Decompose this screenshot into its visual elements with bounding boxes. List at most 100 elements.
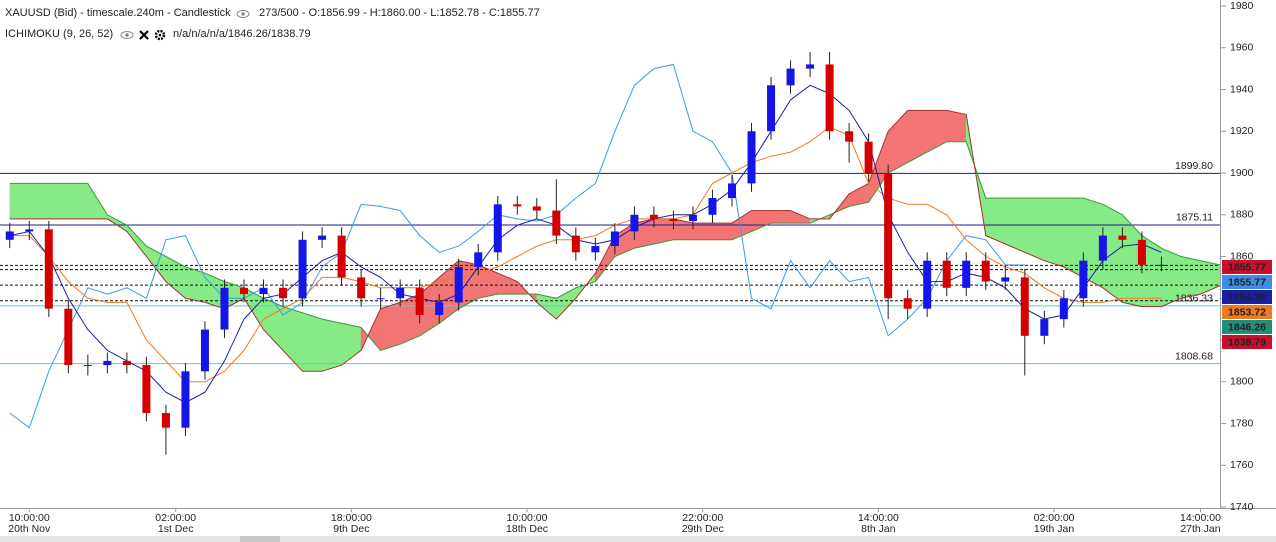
- level-label: 1875.11: [1176, 212, 1213, 224]
- candle-body: [44, 229, 53, 309]
- scrollbar-thumb[interactable]: [240, 536, 280, 542]
- candle-body: [864, 141, 873, 173]
- candle-body: [630, 214, 639, 232]
- candle-body: [552, 210, 561, 236]
- candle-body: [806, 64, 815, 69]
- span_a-line: [9, 141, 1220, 351]
- candle-body: [103, 360, 112, 366]
- candle-body: [845, 131, 854, 142]
- cloud-segment: [28, 183, 50, 220]
- candle-body: [767, 85, 776, 132]
- candle-body: [454, 266, 463, 303]
- candle-body: [571, 235, 580, 253]
- x-tick-date: 9th Dec: [333, 523, 369, 535]
- indicator-values: n/a/n/a/n/a/1846.26/1838.79: [173, 28, 311, 40]
- price-tag: [1222, 320, 1272, 334]
- candle-body: [1001, 277, 1010, 282]
- x-tick-date: 8th Jan: [861, 523, 896, 535]
- candle-body: [1137, 239, 1146, 265]
- candle-body: [688, 214, 697, 222]
- cloud-segment: [48, 183, 69, 220]
- x-tick-date: 18th Dec: [506, 523, 548, 535]
- close-icon[interactable]: [139, 30, 149, 40]
- candle-body: [376, 298, 385, 300]
- y-tick-label: 1880: [1230, 209, 1254, 221]
- candle-body: [747, 131, 756, 184]
- price-tag-label: 1854.38: [1228, 291, 1266, 303]
- ohlc-info: 273/500 - O:1856.99 - H:1860.00 - L:1852…: [259, 7, 540, 19]
- x-tick-date: 20th Nov: [8, 523, 51, 535]
- cloud-segment: [712, 222, 733, 241]
- y-tick-label: 1860: [1230, 250, 1254, 262]
- price-tag-label: 1855.77: [1228, 276, 1266, 288]
- candle-body: [415, 287, 424, 315]
- cloud-segment: [68, 183, 89, 220]
- candle-body: [357, 277, 366, 299]
- candle-body: [318, 235, 327, 240]
- level-label: 1808.68: [1175, 350, 1213, 362]
- eye-icon[interactable]: [120, 31, 134, 39]
- cloud-segment: [1024, 197, 1045, 262]
- candle-body: [591, 246, 600, 253]
- x-tick-label: 02:00:00: [1034, 512, 1075, 524]
- level-label: 1899.80: [1175, 160, 1213, 172]
- y-tick-label: 1940: [1230, 83, 1254, 95]
- candle-body: [981, 260, 990, 282]
- x-tick-date: 29th Dec: [682, 523, 724, 535]
- y-tick-label: 1780: [1230, 417, 1254, 429]
- candle-body: [962, 260, 971, 288]
- candle-body: [181, 371, 190, 428]
- y-tick-label: 1920: [1230, 125, 1254, 137]
- level-label: 1836.33: [1175, 293, 1213, 305]
- candle-body: [1118, 235, 1127, 240]
- price-tag-label: 1838.79: [1228, 336, 1266, 348]
- y-tick-label: 1980: [1230, 0, 1254, 12]
- y-tick-label: 1800: [1230, 376, 1254, 388]
- eye-icon[interactable]: [236, 10, 250, 18]
- x-tick-date: 19th Jan: [1034, 523, 1074, 535]
- candle-body: [396, 287, 405, 299]
- candle-body: [220, 287, 229, 330]
- cloud-segment: [9, 183, 30, 220]
- price-tag: [1222, 335, 1272, 349]
- x-tick-label: 18:00:00: [331, 512, 372, 524]
- cloud-segment: [1044, 197, 1065, 268]
- price-tag-label: 1853.72: [1228, 306, 1266, 318]
- candle-body: [142, 365, 151, 414]
- candle-body: [259, 287, 268, 295]
- price-tag: [1222, 260, 1272, 274]
- price-axis-panel: [1220, 0, 1276, 508]
- candle-body: [728, 183, 736, 199]
- candle-body: [200, 329, 209, 372]
- candle-body: [64, 308, 73, 366]
- price-tag-label: 1855.77: [1228, 261, 1266, 273]
- x-tick-date: 1st Dec: [158, 523, 194, 535]
- price-tag: [1222, 290, 1272, 304]
- candle-body: [122, 360, 131, 366]
- candle-body: [240, 287, 248, 295]
- x-tick-label: 14:00:00: [1180, 512, 1221, 524]
- y-tick-label: 1960: [1230, 42, 1254, 54]
- candle-body: [532, 206, 541, 211]
- candle-body: [649, 214, 658, 219]
- x-tick-label: 10:00:00: [507, 512, 548, 524]
- candle-body: [1059, 298, 1068, 320]
- candle-body: [279, 287, 288, 299]
- candle-body: [903, 298, 912, 309]
- y-tick-label: 1740: [1230, 501, 1254, 513]
- x-tick-label: 10:00:00: [9, 512, 50, 524]
- settings-icon[interactable]: [154, 29, 166, 41]
- candle-body: [884, 173, 893, 299]
- chikou-line: [9, 63, 1025, 429]
- x-tick-date: 27th Jan: [1180, 523, 1220, 535]
- scrollbar[interactable]: [0, 536, 1276, 542]
- plot-area: 1899.80 1875.11 1836.33 1808.68: [0, 51, 1220, 455]
- candle-body: [1079, 260, 1088, 299]
- candle-body: [161, 413, 170, 428]
- kijun-line: [9, 126, 1162, 383]
- y-tick-label: 1760: [1230, 459, 1254, 471]
- price-tag: [1222, 275, 1272, 289]
- candle-body: [1157, 264, 1166, 266]
- y-tick-label: 1900: [1230, 167, 1254, 179]
